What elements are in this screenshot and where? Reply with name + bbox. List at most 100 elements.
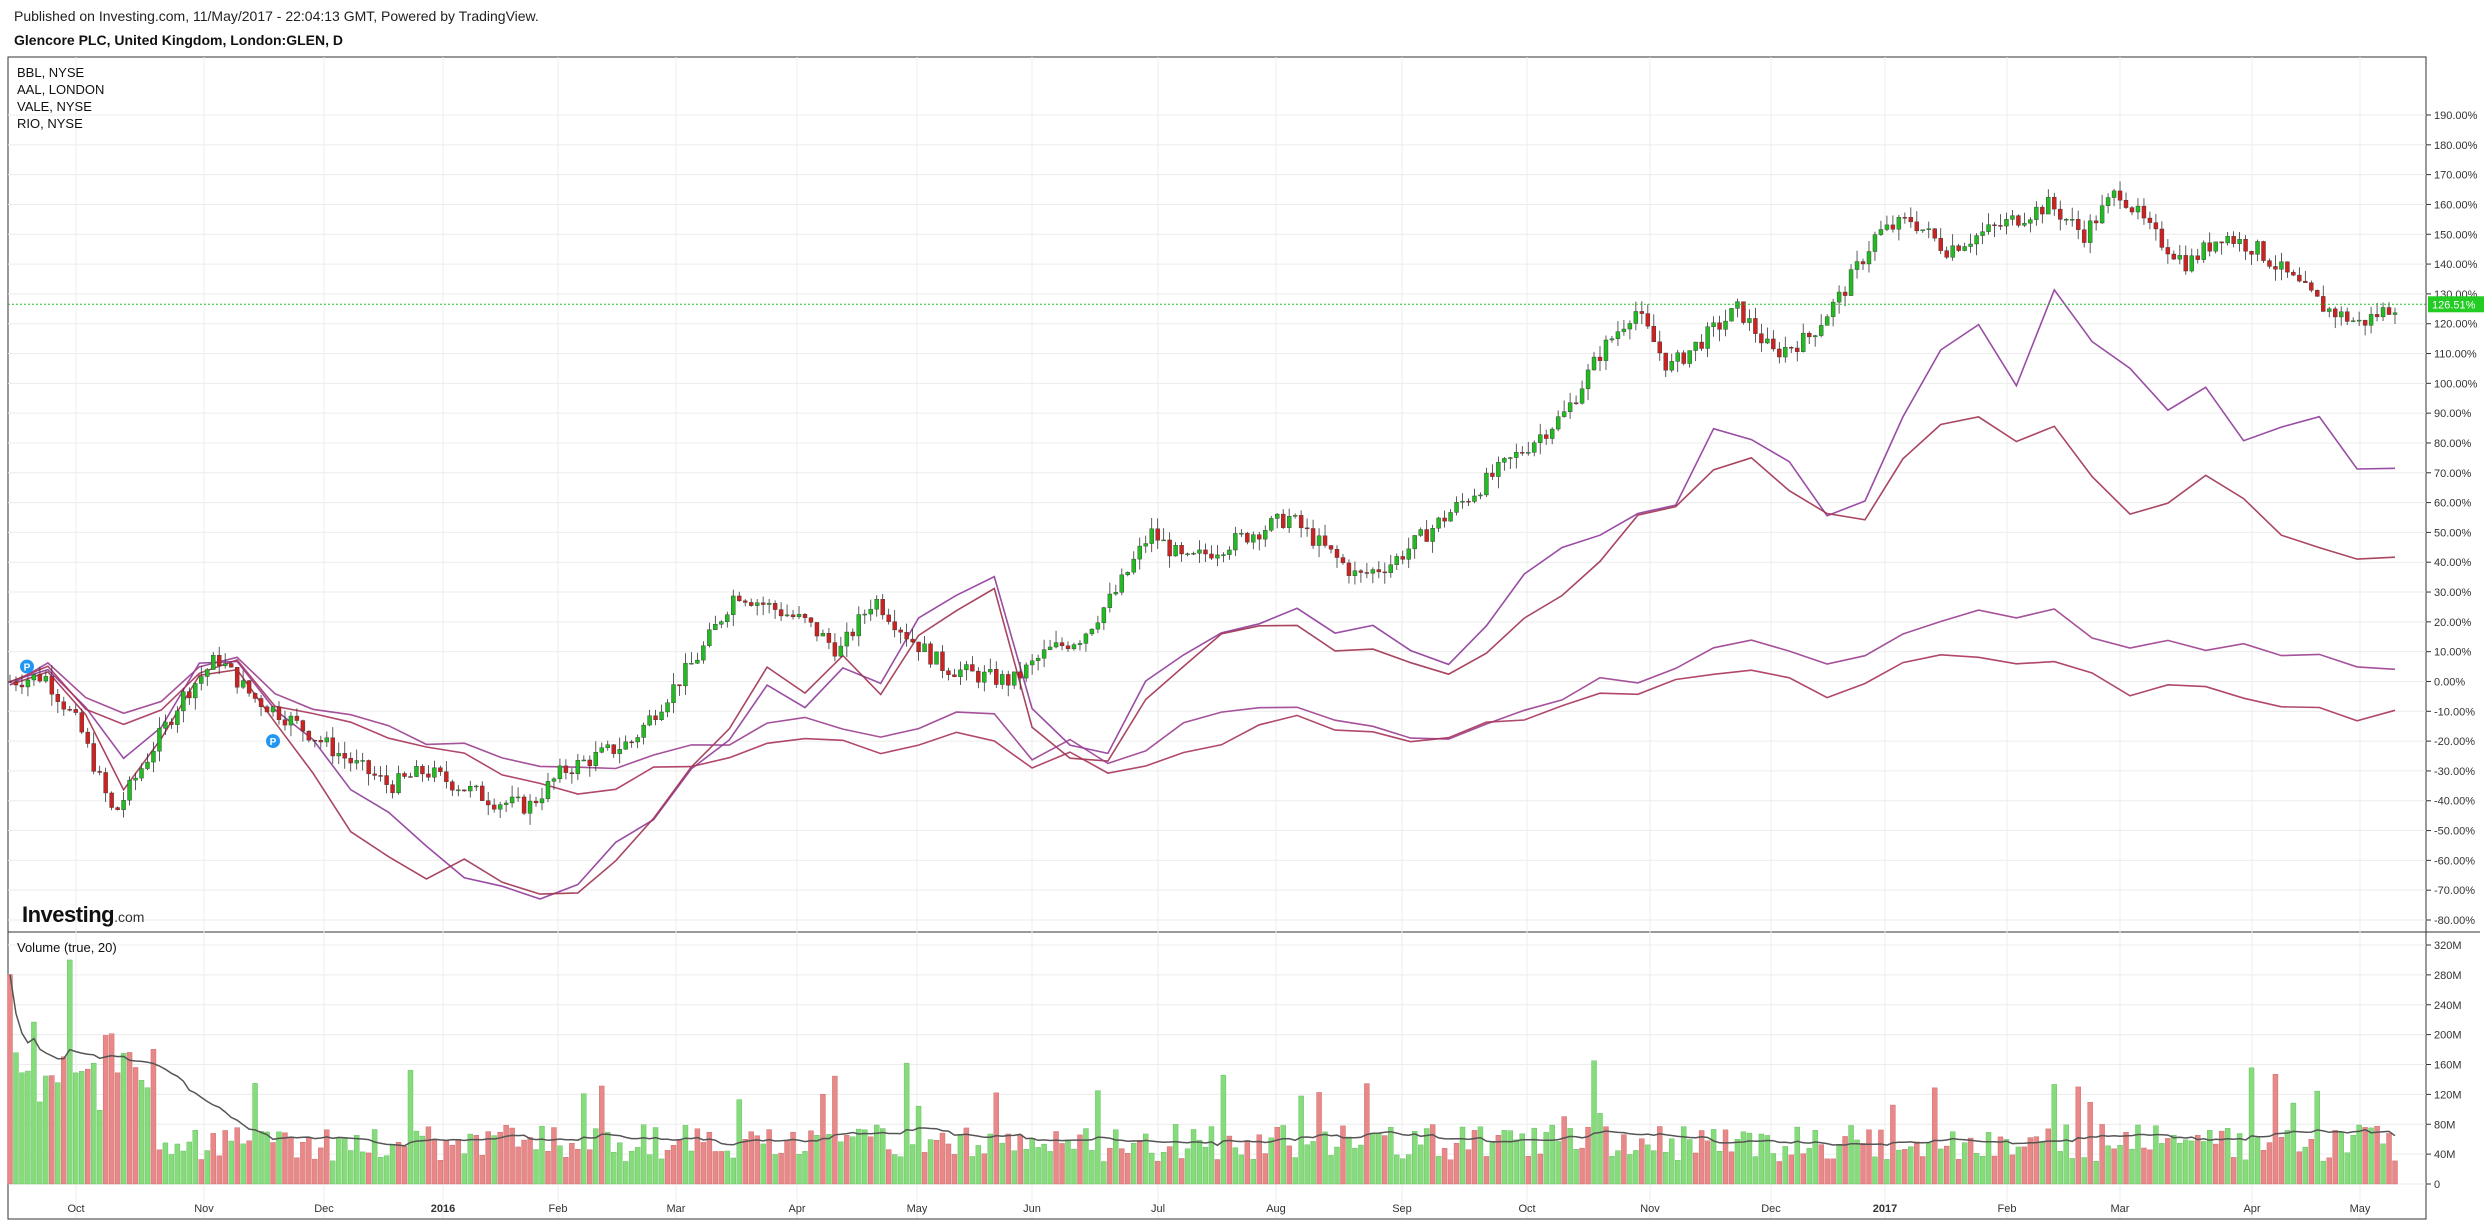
candle-body xyxy=(743,600,748,603)
candle-body xyxy=(1508,457,1513,459)
volume-bar xyxy=(85,1068,91,1185)
candle-body xyxy=(1890,224,1896,230)
candle-body xyxy=(1615,331,1621,339)
volume-bar xyxy=(383,1155,390,1185)
candle-body xyxy=(1878,229,1884,235)
volume-bar xyxy=(730,1157,736,1185)
volume-bar xyxy=(1214,1159,1221,1185)
volume-bar xyxy=(25,1070,31,1185)
candle-body xyxy=(205,669,210,677)
volume-bar xyxy=(1836,1143,1842,1185)
candle-body xyxy=(1926,228,1931,230)
volume-bar xyxy=(1633,1150,1639,1185)
candle-body xyxy=(199,676,204,684)
candle-body xyxy=(1065,645,1071,650)
candle-body xyxy=(1472,495,1477,502)
y-tick-label: 70.00% xyxy=(2434,468,2472,480)
volume-bar xyxy=(2230,1157,2237,1185)
legend-item-bbl[interactable]: BBL, NYSE xyxy=(17,65,85,80)
candle-body xyxy=(958,669,963,677)
volume-bar xyxy=(1669,1138,1675,1185)
candle-body xyxy=(1860,261,1866,265)
volume-bar xyxy=(1770,1153,1777,1185)
candle-body xyxy=(749,602,754,606)
candle-body xyxy=(2159,228,2165,248)
candle-body xyxy=(850,631,856,637)
x-tick-label: May xyxy=(907,1203,928,1215)
volume-bar xyxy=(1848,1125,1854,1185)
candle-body xyxy=(324,737,330,743)
candle-body xyxy=(1538,434,1543,443)
candle-body xyxy=(1765,338,1770,344)
volume-bar xyxy=(2003,1139,2010,1185)
candle-body xyxy=(1006,674,1011,686)
candle-body xyxy=(545,781,551,800)
candle-body xyxy=(826,633,832,643)
candle-body xyxy=(1579,388,1585,404)
candle-body xyxy=(1298,515,1304,529)
volume-bar xyxy=(2123,1131,2129,1185)
volume-bar xyxy=(1663,1151,1669,1185)
candle-body xyxy=(1723,320,1728,330)
volume-bar xyxy=(1955,1159,1962,1185)
legend-item-vale[interactable]: VALE, NYSE xyxy=(17,99,92,114)
candle-body xyxy=(1747,318,1752,323)
volume-bar xyxy=(2051,1084,2057,1185)
volume-bar xyxy=(593,1128,599,1185)
volume-bar xyxy=(2266,1142,2273,1185)
volume-bar xyxy=(1352,1147,1358,1185)
volume-bar xyxy=(1465,1149,1472,1185)
volume-bar xyxy=(443,1139,450,1185)
candle-body xyxy=(2309,282,2314,291)
volume-bar xyxy=(2296,1151,2303,1185)
volume-bar xyxy=(963,1127,970,1185)
volume-bar xyxy=(1471,1130,1478,1185)
candle-body xyxy=(1520,452,1525,454)
candle-body xyxy=(37,674,43,682)
volume-bar xyxy=(1651,1150,1657,1185)
volume-bar xyxy=(880,1128,886,1185)
volume-bar xyxy=(802,1151,808,1185)
candle-body xyxy=(336,753,341,757)
candle-body xyxy=(1167,539,1172,557)
volume-bar xyxy=(1615,1150,1621,1185)
candle-body xyxy=(1938,237,1943,251)
comparison-series-line xyxy=(9,653,2396,795)
volume-bar xyxy=(539,1125,545,1185)
legend-item-rio[interactable]: RIO, NYSE xyxy=(17,116,83,131)
legend-item-aal[interactable]: AAL, LONDON xyxy=(17,82,105,97)
volume-bar xyxy=(192,1129,199,1185)
volume-bar xyxy=(2069,1158,2075,1185)
candle-body xyxy=(1884,224,1890,230)
volume-bar xyxy=(1842,1136,1848,1185)
candle-body xyxy=(1269,518,1274,531)
candle-body xyxy=(1848,269,1854,296)
candle-body xyxy=(378,775,383,777)
candle-body xyxy=(2075,219,2081,230)
candle-body xyxy=(1789,347,1794,349)
candle-body xyxy=(503,802,509,805)
candle-body xyxy=(892,621,897,631)
volume-bar xyxy=(1872,1156,1878,1185)
volume-bar xyxy=(1949,1131,1956,1185)
candle-body xyxy=(1304,527,1310,530)
volume-bar xyxy=(1143,1133,1149,1185)
candle-body xyxy=(2123,200,2129,208)
candle-body xyxy=(1071,644,1077,650)
volume-bar xyxy=(336,1137,342,1185)
candle-body xyxy=(1245,533,1250,543)
candle-body xyxy=(450,781,455,791)
volume-bar xyxy=(1423,1128,1430,1185)
volume-bar xyxy=(2362,1127,2368,1185)
volume-bar xyxy=(1334,1146,1340,1185)
candle-body xyxy=(988,669,993,673)
candle-body xyxy=(456,789,461,792)
volume-bar xyxy=(646,1154,653,1185)
volume-bar xyxy=(2224,1128,2231,1185)
volume-bar xyxy=(1346,1136,1352,1185)
candle-body xyxy=(1663,352,1668,371)
y-tick-label: -50.00% xyxy=(2434,826,2475,838)
candle-body xyxy=(2111,190,2117,198)
candle-body xyxy=(2225,236,2230,244)
